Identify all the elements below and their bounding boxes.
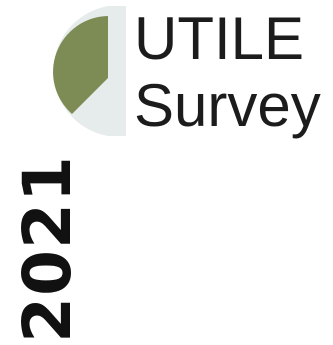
survey-title-line-1: UTILE: [134, 5, 305, 72]
survey-title-line-2: Survey: [134, 72, 321, 139]
partial-pie-logo-icon: [53, 6, 126, 136]
year-container: 2021: [9, 153, 86, 345]
survey-year: 2021: [9, 155, 86, 343]
